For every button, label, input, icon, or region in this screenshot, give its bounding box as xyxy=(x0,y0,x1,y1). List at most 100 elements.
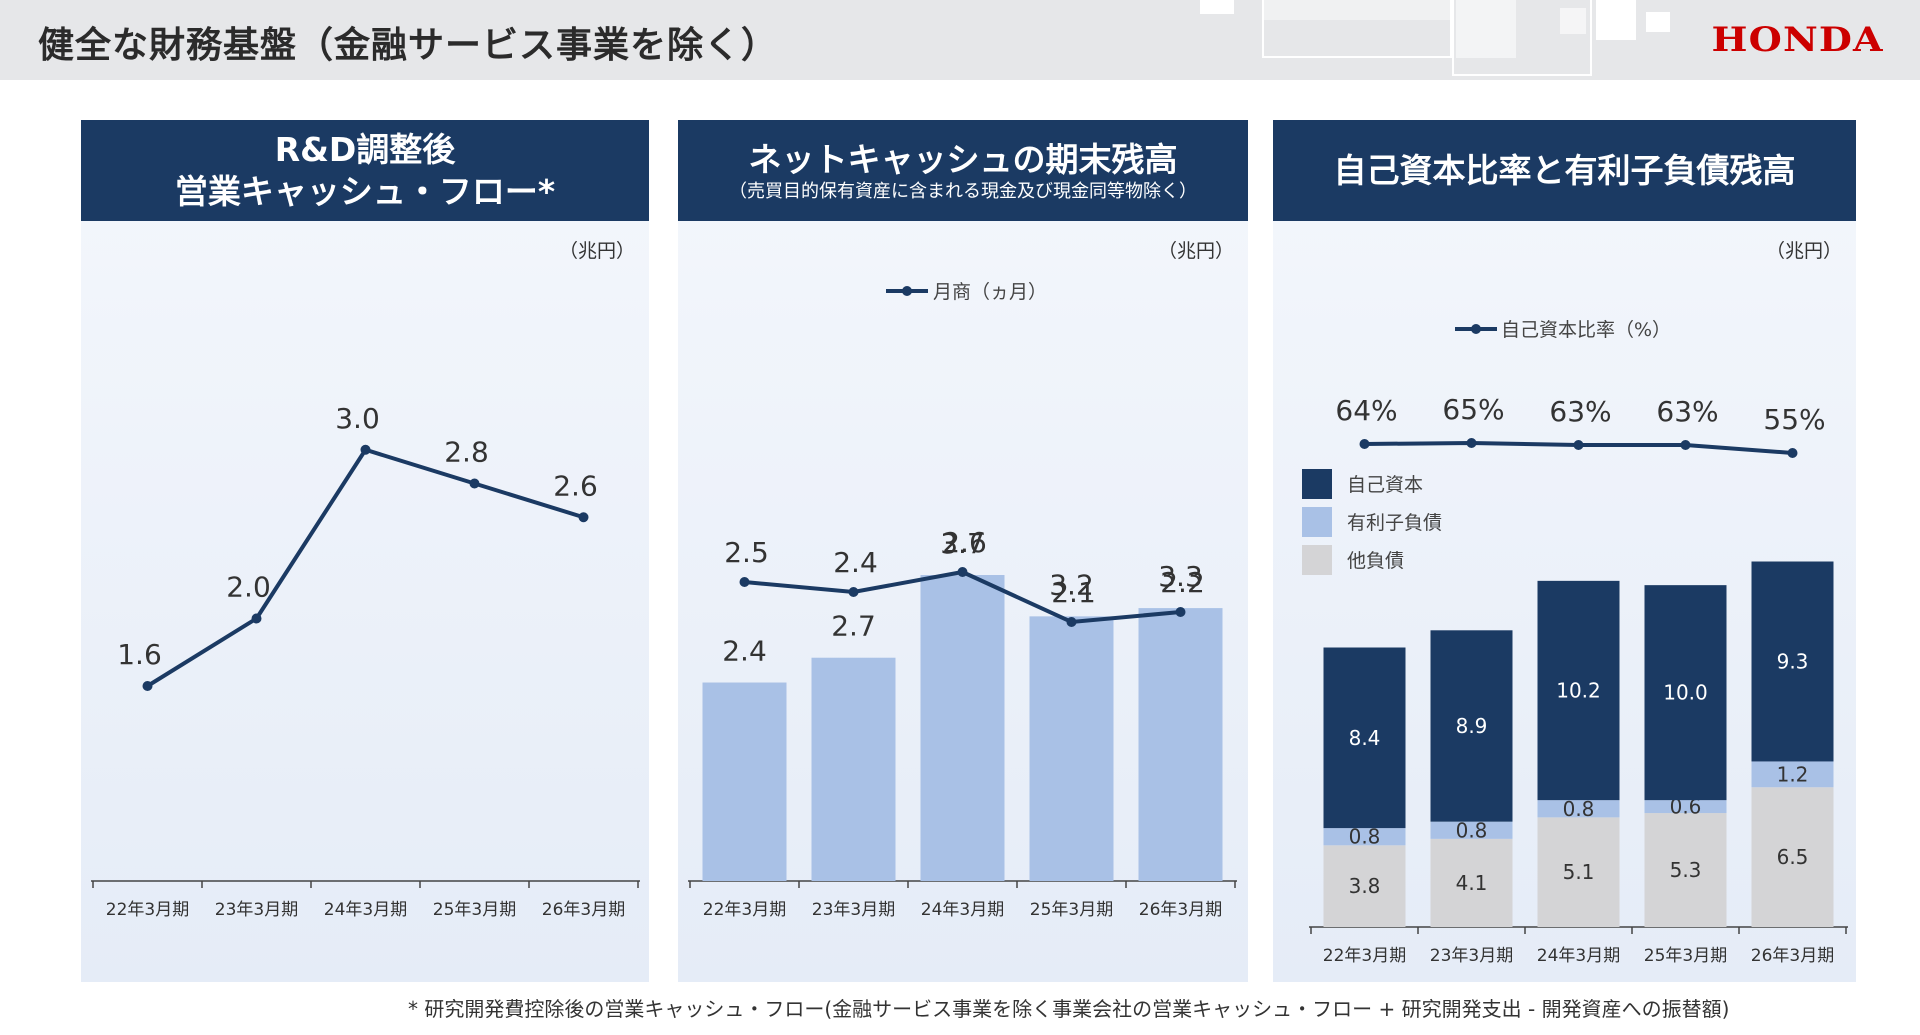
x-tick-label: 22年3月期 xyxy=(1323,946,1406,966)
segment-value-label: 9.3 xyxy=(1777,649,1809,673)
bar-chart-net-cash: 22年3月期 23年3月期 24年3月期 25年3月期 26年3月期 2.4 2.7 3.7 3… xyxy=(688,281,1237,920)
decor-block xyxy=(1200,0,1234,14)
x-tick-label: 24年3月期 xyxy=(921,900,1004,920)
bar xyxy=(702,682,787,881)
panel-title: 自己資本比率と有利子負債残高 xyxy=(1333,150,1796,190)
bar-value-label: 2.7 xyxy=(831,610,876,643)
ratio-label: 55% xyxy=(1763,403,1825,436)
segment-value-label: 10.2 xyxy=(1556,679,1601,703)
segment-value-label: 0.8 xyxy=(1456,818,1488,842)
ratio-point xyxy=(1466,438,1477,448)
ratio-point xyxy=(1680,440,1691,450)
panel-equity-ratio: 自己資本比率と有利子負債残高 （兆円） 22年3月期 23年3月期 24年3月期 25… xyxy=(1273,120,1856,982)
panel-header: ネットキャッシュの期末残高 （売買目的保有資産に含まれる現金及び現金同等物除く） xyxy=(678,120,1248,221)
panel-title: R&D調整後 営業キャッシュ・フロー* xyxy=(174,129,556,211)
x-tick-label: 23年3月期 xyxy=(1430,946,1513,966)
legend-label: 自己資本比率（%） xyxy=(1501,319,1671,341)
segment-value-label: 3.8 xyxy=(1349,874,1381,898)
x-tick-label: 23年3月期 xyxy=(215,900,298,920)
segment-value-label: 4.1 xyxy=(1456,871,1488,895)
x-tick-label: 23年3月期 xyxy=(812,900,895,920)
data-point xyxy=(360,444,371,455)
unit-label: （兆円） xyxy=(1157,240,1234,262)
data-point xyxy=(1066,617,1077,627)
footnote: * 研究開発費控除後の営業キャッシュ・フロー(金融サービス事業を除く事業会社の営… xyxy=(408,997,1730,1021)
segment-value-label: 10.0 xyxy=(1663,681,1708,705)
ratio-label: 63% xyxy=(1656,395,1718,428)
line-value-label: 2.6 xyxy=(942,526,987,559)
x-tick-label: 22年3月期 xyxy=(106,900,189,920)
legend-marker xyxy=(1471,324,1481,334)
legend-swatch xyxy=(1302,545,1332,575)
data-point xyxy=(142,681,153,691)
legend-label: 月商（ヵ月） xyxy=(933,281,1047,303)
legend-label: 自己資本 xyxy=(1347,474,1423,496)
line-value-label: 2.5 xyxy=(724,536,769,569)
bar-value-label: 3.2 xyxy=(1049,568,1094,601)
data-label: 2.8 xyxy=(444,436,489,469)
segment-value-label: 6.5 xyxy=(1777,845,1809,869)
ratio-point xyxy=(1787,448,1798,458)
page-title: 健全な財務基盤（金融サービス事業を除く） xyxy=(38,25,779,66)
panel-header: 自己資本比率と有利子負債残高 xyxy=(1273,120,1856,221)
bar-segment-interest-bearing-debt xyxy=(1323,828,1406,846)
data-point xyxy=(469,478,480,489)
data-point xyxy=(578,512,589,523)
bar-segment-other-liabilities xyxy=(1430,838,1513,927)
segment-value-label: 0.8 xyxy=(1349,825,1381,849)
legend-swatch xyxy=(1302,469,1332,499)
legend-marker xyxy=(902,286,912,296)
panel-net-cash: ネットキャッシュの期末残高 （売買目的保有資産に含まれる現金及び現金同等物除く）… xyxy=(678,120,1248,982)
bar-value-label: 3.7 xyxy=(940,527,985,560)
line-chart-operating-cash-flow: 22年3月期 23年3月期 24年3月期 25年3月期 26年3月期 1.6 2.0 3.0 2… xyxy=(91,402,640,920)
decor-block xyxy=(1646,12,1670,32)
bar-segment-interest-bearing-debt xyxy=(1644,800,1727,814)
panel-title: ネットキャッシュの期末残高 xyxy=(748,139,1178,179)
data-point xyxy=(848,587,859,597)
line-value-label: 2.4 xyxy=(833,546,878,579)
segment-value-label: 5.1 xyxy=(1563,860,1595,884)
bar-segment-other-liabilities xyxy=(1644,813,1727,927)
honda-logo: HONDA xyxy=(1711,20,1884,60)
x-tick-label: 26年3月期 xyxy=(1751,946,1834,966)
bar-segment-equity xyxy=(1323,647,1406,829)
x-tick-label: 22年3月期 xyxy=(703,900,786,920)
data-point xyxy=(957,567,968,577)
panel-operating-cash-flow: R&D調整後 営業キャッシュ・フロー* （兆円） 22年3月期 23年3月期 24年… xyxy=(81,120,649,982)
legend-label: 有利子負債 xyxy=(1347,512,1442,534)
title-bar: 健全な財務基盤（金融サービス事業を除く） HONDA xyxy=(0,0,1920,80)
x-tick-label: 25年3月期 xyxy=(433,900,516,920)
unit-label: （兆円） xyxy=(1765,240,1842,262)
decor-block xyxy=(1596,0,1636,40)
data-label: 3.0 xyxy=(335,402,380,435)
decor-outline xyxy=(1452,0,1592,76)
bar-segment-equity xyxy=(1430,630,1513,822)
decor-block xyxy=(1456,0,1516,58)
panel-header: R&D調整後 営業キャッシュ・フロー* xyxy=(81,120,649,221)
line-value-label: 2.1 xyxy=(1051,576,1096,609)
x-tick-label: 25年3月期 xyxy=(1030,900,1113,920)
bar-segment-interest-bearing-debt xyxy=(1537,800,1620,818)
bar-value-label: 3.3 xyxy=(1158,560,1203,593)
bar xyxy=(1138,608,1223,881)
x-tick-label: 25年3月期 xyxy=(1644,946,1727,966)
bar-segment-other-liabilities xyxy=(1751,787,1834,927)
data-label: 2.0 xyxy=(226,571,271,604)
x-tick-label: 24年3月期 xyxy=(324,900,407,920)
bar-value-label: 2.4 xyxy=(722,635,767,668)
bar-segment-equity xyxy=(1644,585,1727,801)
bar-segment-other-liabilities xyxy=(1537,817,1620,927)
segment-value-label: 0.8 xyxy=(1563,797,1595,821)
bar xyxy=(920,575,1005,881)
ratio-label: 64% xyxy=(1335,394,1397,427)
series-line xyxy=(146,447,585,688)
segment-value-label: 8.4 xyxy=(1349,726,1381,750)
decor-block xyxy=(1560,8,1586,34)
decor-block xyxy=(1262,0,1452,20)
data-point xyxy=(1175,607,1186,617)
x-tick-label: 26年3月期 xyxy=(542,900,625,920)
bar-segment-other-liabilities xyxy=(1323,845,1406,927)
segment-value-label: 8.9 xyxy=(1456,714,1488,738)
ratio-point xyxy=(1573,440,1584,450)
bar-segment-interest-bearing-debt xyxy=(1751,761,1834,788)
